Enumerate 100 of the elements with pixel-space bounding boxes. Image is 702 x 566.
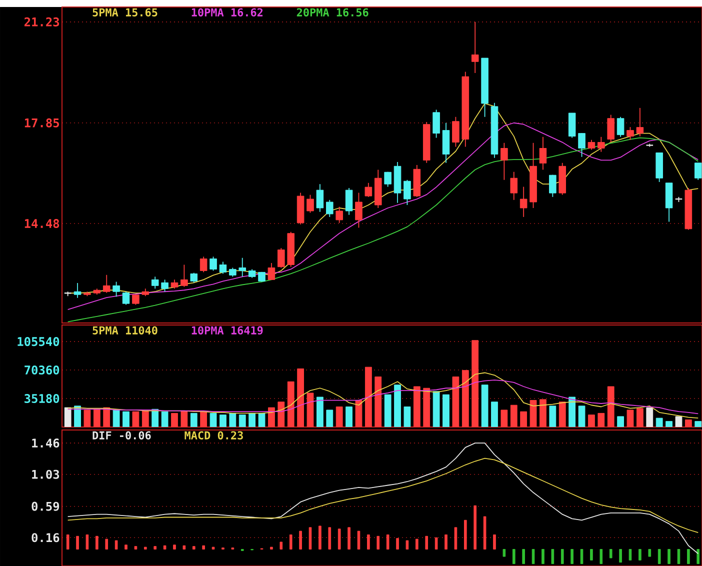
bar (212, 546, 215, 550)
candlestick (598, 136, 605, 152)
bar (270, 546, 273, 550)
bar (386, 534, 390, 550)
bar (694, 421, 702, 427)
candlestick (607, 114, 614, 143)
bar (96, 536, 98, 550)
bar (192, 546, 196, 550)
bar (114, 540, 118, 550)
bar (666, 421, 672, 427)
bar (124, 544, 128, 550)
candlestick (238, 257, 246, 278)
bar (607, 386, 614, 427)
bar (202, 545, 205, 550)
bar (134, 546, 138, 550)
candlestick (636, 107, 644, 137)
bar (696, 549, 700, 564)
bar (617, 416, 624, 427)
bar (346, 406, 352, 427)
bar (522, 549, 525, 564)
bar (328, 527, 332, 550)
bar (474, 505, 477, 550)
bar (609, 549, 612, 558)
candlestick (278, 248, 285, 268)
bar (619, 549, 622, 563)
candlestick (190, 272, 198, 284)
text: 20PMA 16.56 (296, 8, 368, 16)
y-tick-label: 1.03 (32, 470, 60, 479)
bar (442, 394, 450, 427)
candlestick (442, 122, 450, 164)
bar (677, 549, 680, 564)
candlestick (326, 199, 334, 218)
candlestick (268, 262, 276, 280)
bar (396, 538, 399, 550)
bar (590, 549, 593, 560)
y-tick-label: 70360 (24, 365, 60, 375)
bar (668, 549, 670, 564)
bar (374, 376, 382, 427)
text: DIF -0.06 (92, 431, 151, 440)
bar (367, 534, 370, 550)
candlestick (151, 276, 159, 290)
bar (628, 549, 632, 560)
bar (384, 394, 392, 427)
bar (416, 538, 418, 550)
bar (76, 536, 79, 550)
bar (636, 408, 644, 427)
bar (163, 545, 166, 550)
bar (376, 536, 380, 550)
candlestick (626, 126, 634, 140)
candlestick (200, 256, 208, 273)
candlestick (520, 186, 528, 218)
bar (491, 402, 498, 427)
y-tick-label: 0.16 (32, 533, 60, 542)
candlestick (616, 116, 624, 138)
bar (64, 407, 72, 427)
bar (542, 549, 544, 564)
bar (406, 540, 409, 550)
bar (287, 381, 294, 427)
text: 5PMA 11040 (92, 326, 158, 334)
candlestick (345, 188, 353, 216)
bar (220, 414, 226, 427)
bar (278, 402, 285, 427)
candlestick (219, 261, 227, 274)
bar (464, 520, 467, 550)
bar (570, 549, 574, 564)
candlestick (432, 109, 440, 138)
bar (551, 549, 554, 564)
bar (268, 407, 275, 427)
bar (348, 527, 350, 550)
candlestick (306, 194, 314, 214)
bar (318, 526, 322, 550)
text: MACD 0.23 (184, 431, 243, 440)
y-tick-label: 17.85 (24, 118, 59, 128)
bar (394, 384, 401, 427)
bar (648, 549, 652, 557)
bar (280, 542, 283, 550)
candlestick (102, 274, 110, 294)
bar (338, 528, 341, 550)
bar (66, 534, 70, 550)
candlestick (510, 171, 518, 200)
bar (299, 530, 302, 550)
bar (180, 410, 188, 427)
y-tick-label: 105540 (18, 337, 60, 346)
bar (434, 537, 438, 550)
bar (560, 549, 564, 564)
bar (425, 536, 428, 550)
bar (144, 546, 147, 550)
candlestick (161, 279, 168, 292)
candlestick (132, 294, 140, 306)
y-tick-label: 0.59 (32, 502, 60, 511)
candlestick (568, 112, 576, 138)
candlestick (112, 281, 120, 298)
candlestick (578, 132, 586, 158)
bar (500, 410, 508, 427)
bar (413, 386, 420, 427)
bar (588, 414, 595, 427)
text: 5PMA 15.65 (92, 8, 158, 16)
candlestick (452, 116, 460, 148)
bar (289, 534, 292, 550)
candlestick (694, 162, 702, 180)
